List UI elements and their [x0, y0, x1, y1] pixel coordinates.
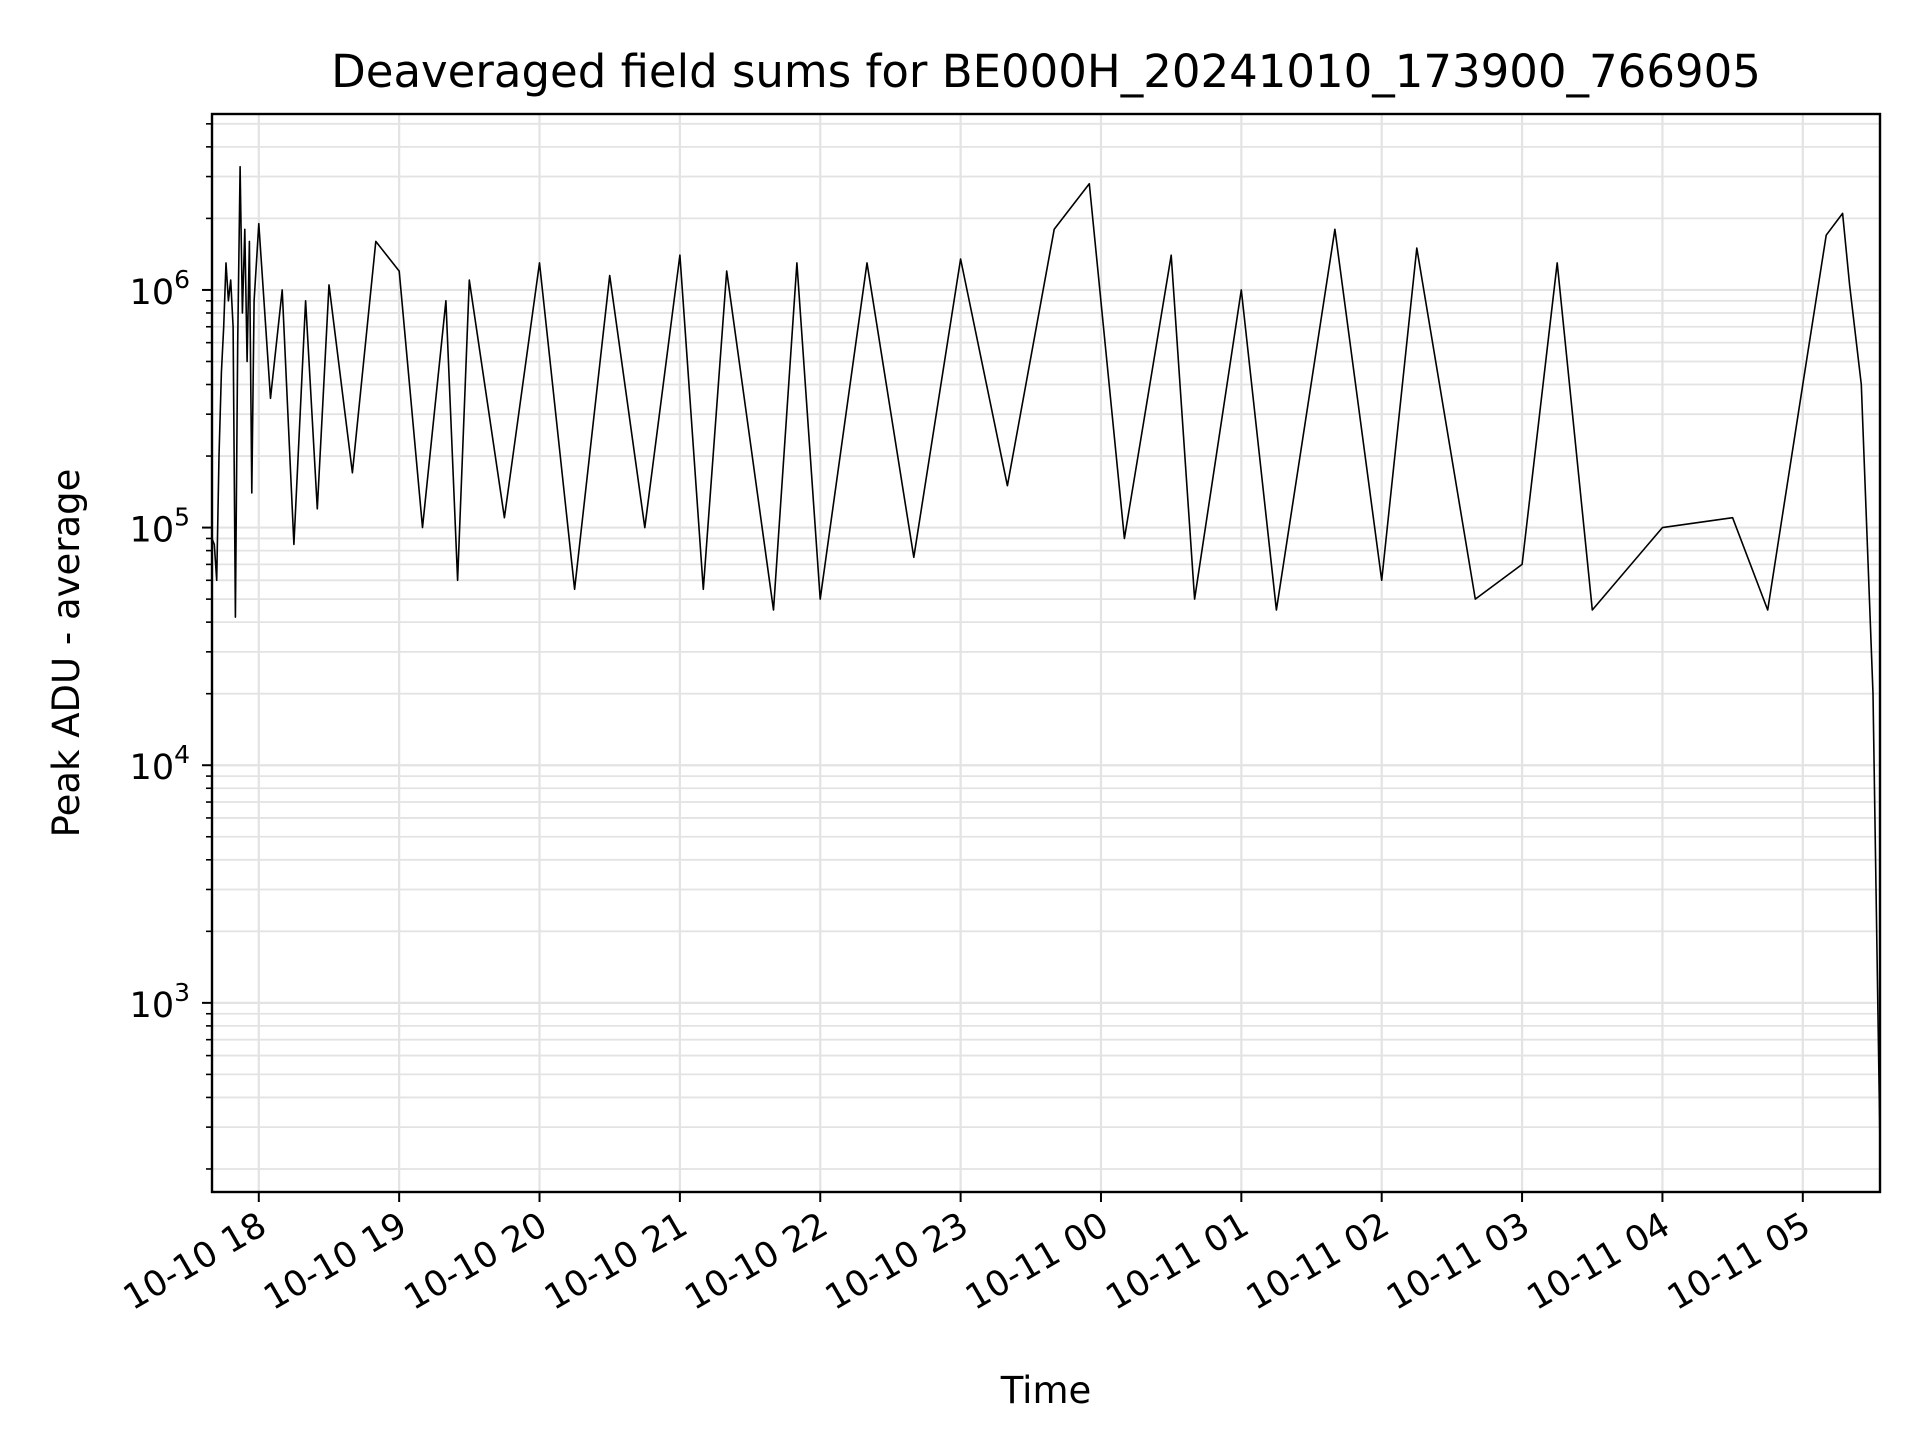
y-tick-exponent: 4 [174, 740, 190, 769]
data-layer [211, 165, 1881, 1146]
y-tick-exponent: 3 [174, 978, 190, 1007]
y-tick-label: 103 [130, 978, 190, 1026]
y-tick-mantissa: 10 [130, 273, 175, 313]
y-tick-mantissa: 10 [130, 986, 175, 1026]
grid-layer [212, 114, 1880, 1192]
y-tick-label: 104 [130, 740, 190, 788]
y-tick-exponent: 5 [174, 503, 190, 532]
chart-title: Deaveraged field sums for BE000H_2024101… [331, 45, 1761, 98]
series-line [211, 165, 1881, 1146]
y-axis-label: Peak ADU - average [45, 469, 88, 838]
y-tick-exponent: 6 [174, 265, 190, 294]
y-tick-label: 105 [130, 503, 190, 551]
y-tick-label: 106 [130, 265, 190, 313]
y-tick-mantissa: 10 [130, 748, 175, 788]
plot-frame [210, 112, 1882, 1194]
x-axis-label: Time [1000, 1369, 1092, 1412]
y-tick-mantissa: 10 [130, 511, 175, 551]
